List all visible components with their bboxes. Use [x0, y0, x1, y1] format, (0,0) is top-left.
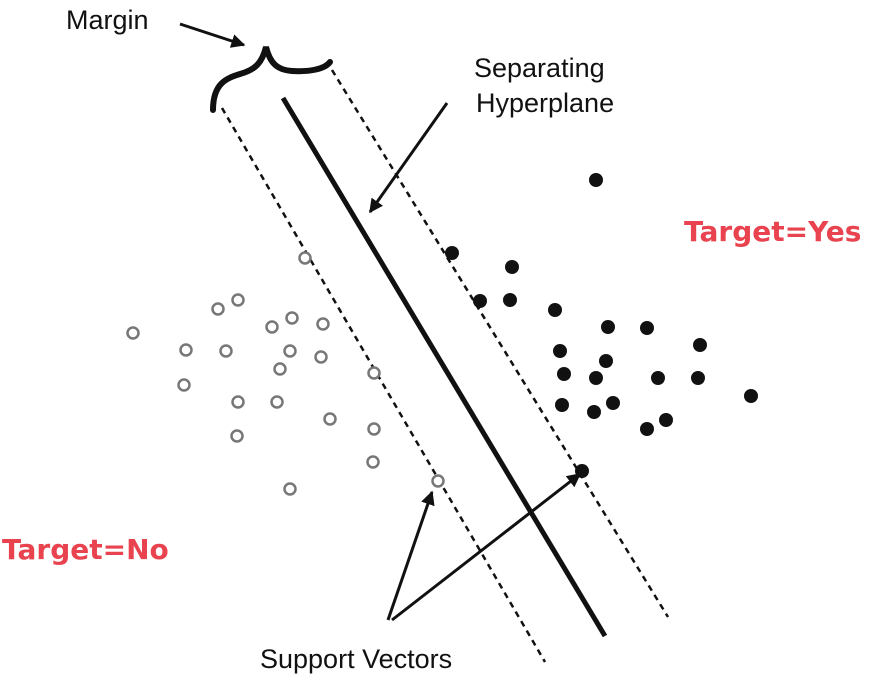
data-point-yes — [557, 367, 571, 381]
target-no-label: Target=No — [2, 533, 169, 566]
data-point-yes — [744, 389, 758, 403]
separating-label: Separating — [474, 53, 605, 83]
margin-brace — [210, 46, 333, 113]
data-point-yes — [505, 260, 519, 274]
margin-arrow — [179, 22, 246, 48]
margin-boundary-right — [330, 69, 670, 618]
hyperplane-arrow — [368, 102, 449, 214]
hyperplane-label: Hyperplane — [476, 88, 614, 118]
data-point-no — [367, 422, 381, 436]
data-point-yes — [693, 338, 707, 352]
data-point-no — [270, 395, 284, 409]
data-point-no — [316, 317, 330, 331]
support-vector-arrow-yes — [391, 472, 582, 622]
data-point-yes — [587, 405, 601, 419]
data-point-no — [367, 366, 381, 380]
data-point-yes — [589, 173, 603, 187]
data-point-yes — [659, 413, 673, 427]
data-point-no — [283, 482, 297, 496]
margin-boundary-left — [220, 107, 547, 663]
data-point-yes — [691, 371, 705, 385]
data-point-yes — [606, 396, 620, 410]
data-point-no — [231, 293, 245, 307]
support-vector-yes — [445, 246, 459, 260]
support-vector-arrow-no — [386, 490, 435, 621]
support-vectors-label: Support Vectors — [260, 644, 452, 674]
data-point-yes — [553, 344, 567, 358]
data-point-no — [177, 378, 191, 392]
margin-label: Margin — [66, 5, 149, 35]
data-point-yes — [601, 320, 615, 334]
class-yes-points — [445, 173, 758, 478]
support-vector-no — [431, 474, 445, 488]
data-point-no — [366, 455, 380, 469]
data-point-no — [211, 302, 225, 316]
data-point-no — [231, 395, 245, 409]
data-point-yes — [640, 321, 654, 335]
data-point-no — [273, 362, 287, 376]
data-point-no — [219, 344, 233, 358]
data-point-no — [314, 350, 328, 364]
data-point-no — [179, 343, 193, 357]
data-point-yes — [473, 294, 487, 308]
data-point-yes — [555, 398, 569, 412]
data-point-no — [230, 429, 244, 443]
data-point-yes — [640, 422, 654, 436]
data-point-yes — [589, 371, 603, 385]
data-point-no — [265, 320, 279, 334]
data-point-no — [283, 344, 297, 358]
data-point-yes — [503, 293, 517, 307]
data-point-yes — [548, 303, 562, 317]
class-no-points — [126, 251, 445, 496]
data-point-no — [285, 311, 299, 325]
data-point-no — [323, 412, 337, 426]
data-point-yes — [599, 354, 613, 368]
separating-hyperplane — [280, 96, 608, 638]
support-vector-yes — [575, 464, 589, 478]
target-yes-label: Target=Yes — [684, 215, 861, 248]
support-vector-no — [298, 251, 312, 265]
data-point-yes — [651, 371, 665, 385]
data-point-no — [126, 326, 140, 340]
